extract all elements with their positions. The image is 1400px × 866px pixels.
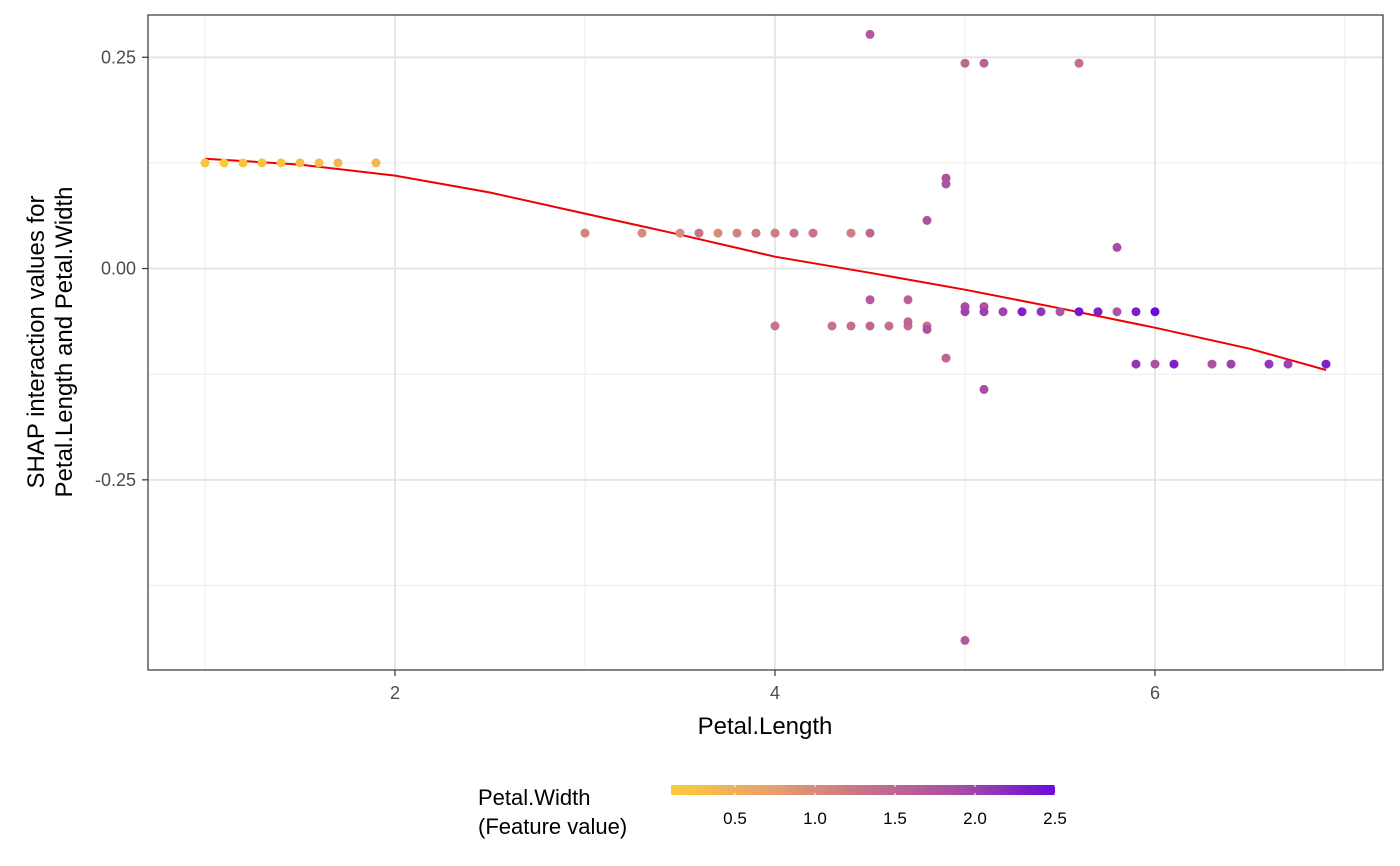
data-point xyxy=(884,321,894,331)
data-point xyxy=(903,317,913,327)
data-point xyxy=(846,321,856,331)
data-point xyxy=(903,295,913,305)
y-tick-label: -0.25 xyxy=(95,470,136,490)
data-point xyxy=(257,158,267,168)
data-point xyxy=(238,158,248,168)
data-point xyxy=(865,228,875,238)
data-point xyxy=(979,307,989,317)
legend-tick-label: 2.5 xyxy=(1043,809,1067,828)
data-point xyxy=(865,321,875,331)
legend-ticks: 0.5 1.0 1.5 2.0 2.5 xyxy=(723,785,1067,828)
data-point xyxy=(846,228,856,238)
x-tick-label: 4 xyxy=(770,683,780,703)
data-point xyxy=(333,158,343,168)
data-point xyxy=(1150,307,1160,317)
data-point xyxy=(865,29,875,39)
data-point xyxy=(1036,307,1046,317)
x-tick-label: 2 xyxy=(390,683,400,703)
data-point xyxy=(1321,359,1331,369)
smooth-trend xyxy=(204,157,1327,371)
data-point xyxy=(1131,307,1141,317)
legend-title-line-2: (Feature value) xyxy=(478,814,627,839)
data-point xyxy=(1264,359,1274,369)
data-point xyxy=(1112,307,1122,317)
data-point xyxy=(1017,307,1027,317)
data-point xyxy=(1207,359,1217,369)
data-point xyxy=(1074,307,1084,317)
data-point xyxy=(276,158,286,168)
data-point xyxy=(1074,58,1084,68)
plot-background xyxy=(148,15,1383,670)
data-points xyxy=(200,29,1331,645)
legend-tick-label: 0.5 xyxy=(723,809,747,828)
data-point xyxy=(922,324,932,334)
data-point xyxy=(979,384,989,394)
data-point xyxy=(770,321,780,331)
data-point xyxy=(371,158,381,168)
data-point xyxy=(1112,242,1122,252)
data-point xyxy=(637,228,647,238)
x-axis-title: Petal.Length xyxy=(698,713,833,740)
data-point xyxy=(694,228,704,238)
data-point xyxy=(200,158,210,168)
smooth-line xyxy=(204,157,1327,371)
plot-panel-border xyxy=(147,14,1384,671)
data-point xyxy=(713,228,723,238)
data-point xyxy=(219,158,229,168)
y-axis-title-line-2: Petal.Length and Petal.Width xyxy=(51,187,78,498)
data-point xyxy=(1226,359,1236,369)
x-axis: 2 4 6 xyxy=(390,670,1160,703)
data-point xyxy=(808,228,818,238)
data-point xyxy=(1131,359,1141,369)
x-tick-label: 6 xyxy=(1150,683,1160,703)
data-point xyxy=(865,295,875,305)
data-point xyxy=(827,321,837,331)
data-point xyxy=(922,215,932,225)
legend-tick-label: 1.0 xyxy=(803,809,827,828)
legend-colorbar xyxy=(671,785,1055,795)
data-point xyxy=(960,307,970,317)
data-point xyxy=(295,158,305,168)
data-point xyxy=(941,179,951,189)
color-legend: Petal.Width (Feature value) 0.5 1.0 1.5 2.0… xyxy=(478,785,1067,839)
y-axis: 0.25 0.00 -0.25 xyxy=(95,47,148,490)
data-point xyxy=(979,58,989,68)
data-point xyxy=(751,228,761,238)
data-point xyxy=(770,228,780,238)
y-axis-title-line-1: SHAP interaction values for xyxy=(23,195,50,488)
data-point xyxy=(732,228,742,238)
data-point xyxy=(580,228,590,238)
data-point xyxy=(314,158,324,168)
y-axis-title: SHAP interaction values for Petal.Length… xyxy=(23,187,78,498)
legend-tick-label: 2.0 xyxy=(963,809,987,828)
gridlines xyxy=(148,15,1383,670)
data-point xyxy=(789,228,799,238)
data-point xyxy=(1150,359,1160,369)
data-point xyxy=(998,307,1008,317)
legend-tick-label: 1.5 xyxy=(883,809,907,828)
data-point xyxy=(675,228,685,238)
data-point xyxy=(941,353,951,363)
y-tick-label: 0.00 xyxy=(101,259,136,279)
y-tick-label: 0.25 xyxy=(101,47,136,67)
data-point xyxy=(1093,307,1103,317)
legend-title-line-1: Petal.Width xyxy=(478,785,591,810)
data-point xyxy=(1283,359,1293,369)
data-point xyxy=(960,58,970,68)
data-point xyxy=(960,635,970,645)
data-point xyxy=(1055,307,1065,317)
data-point xyxy=(1169,359,1179,369)
